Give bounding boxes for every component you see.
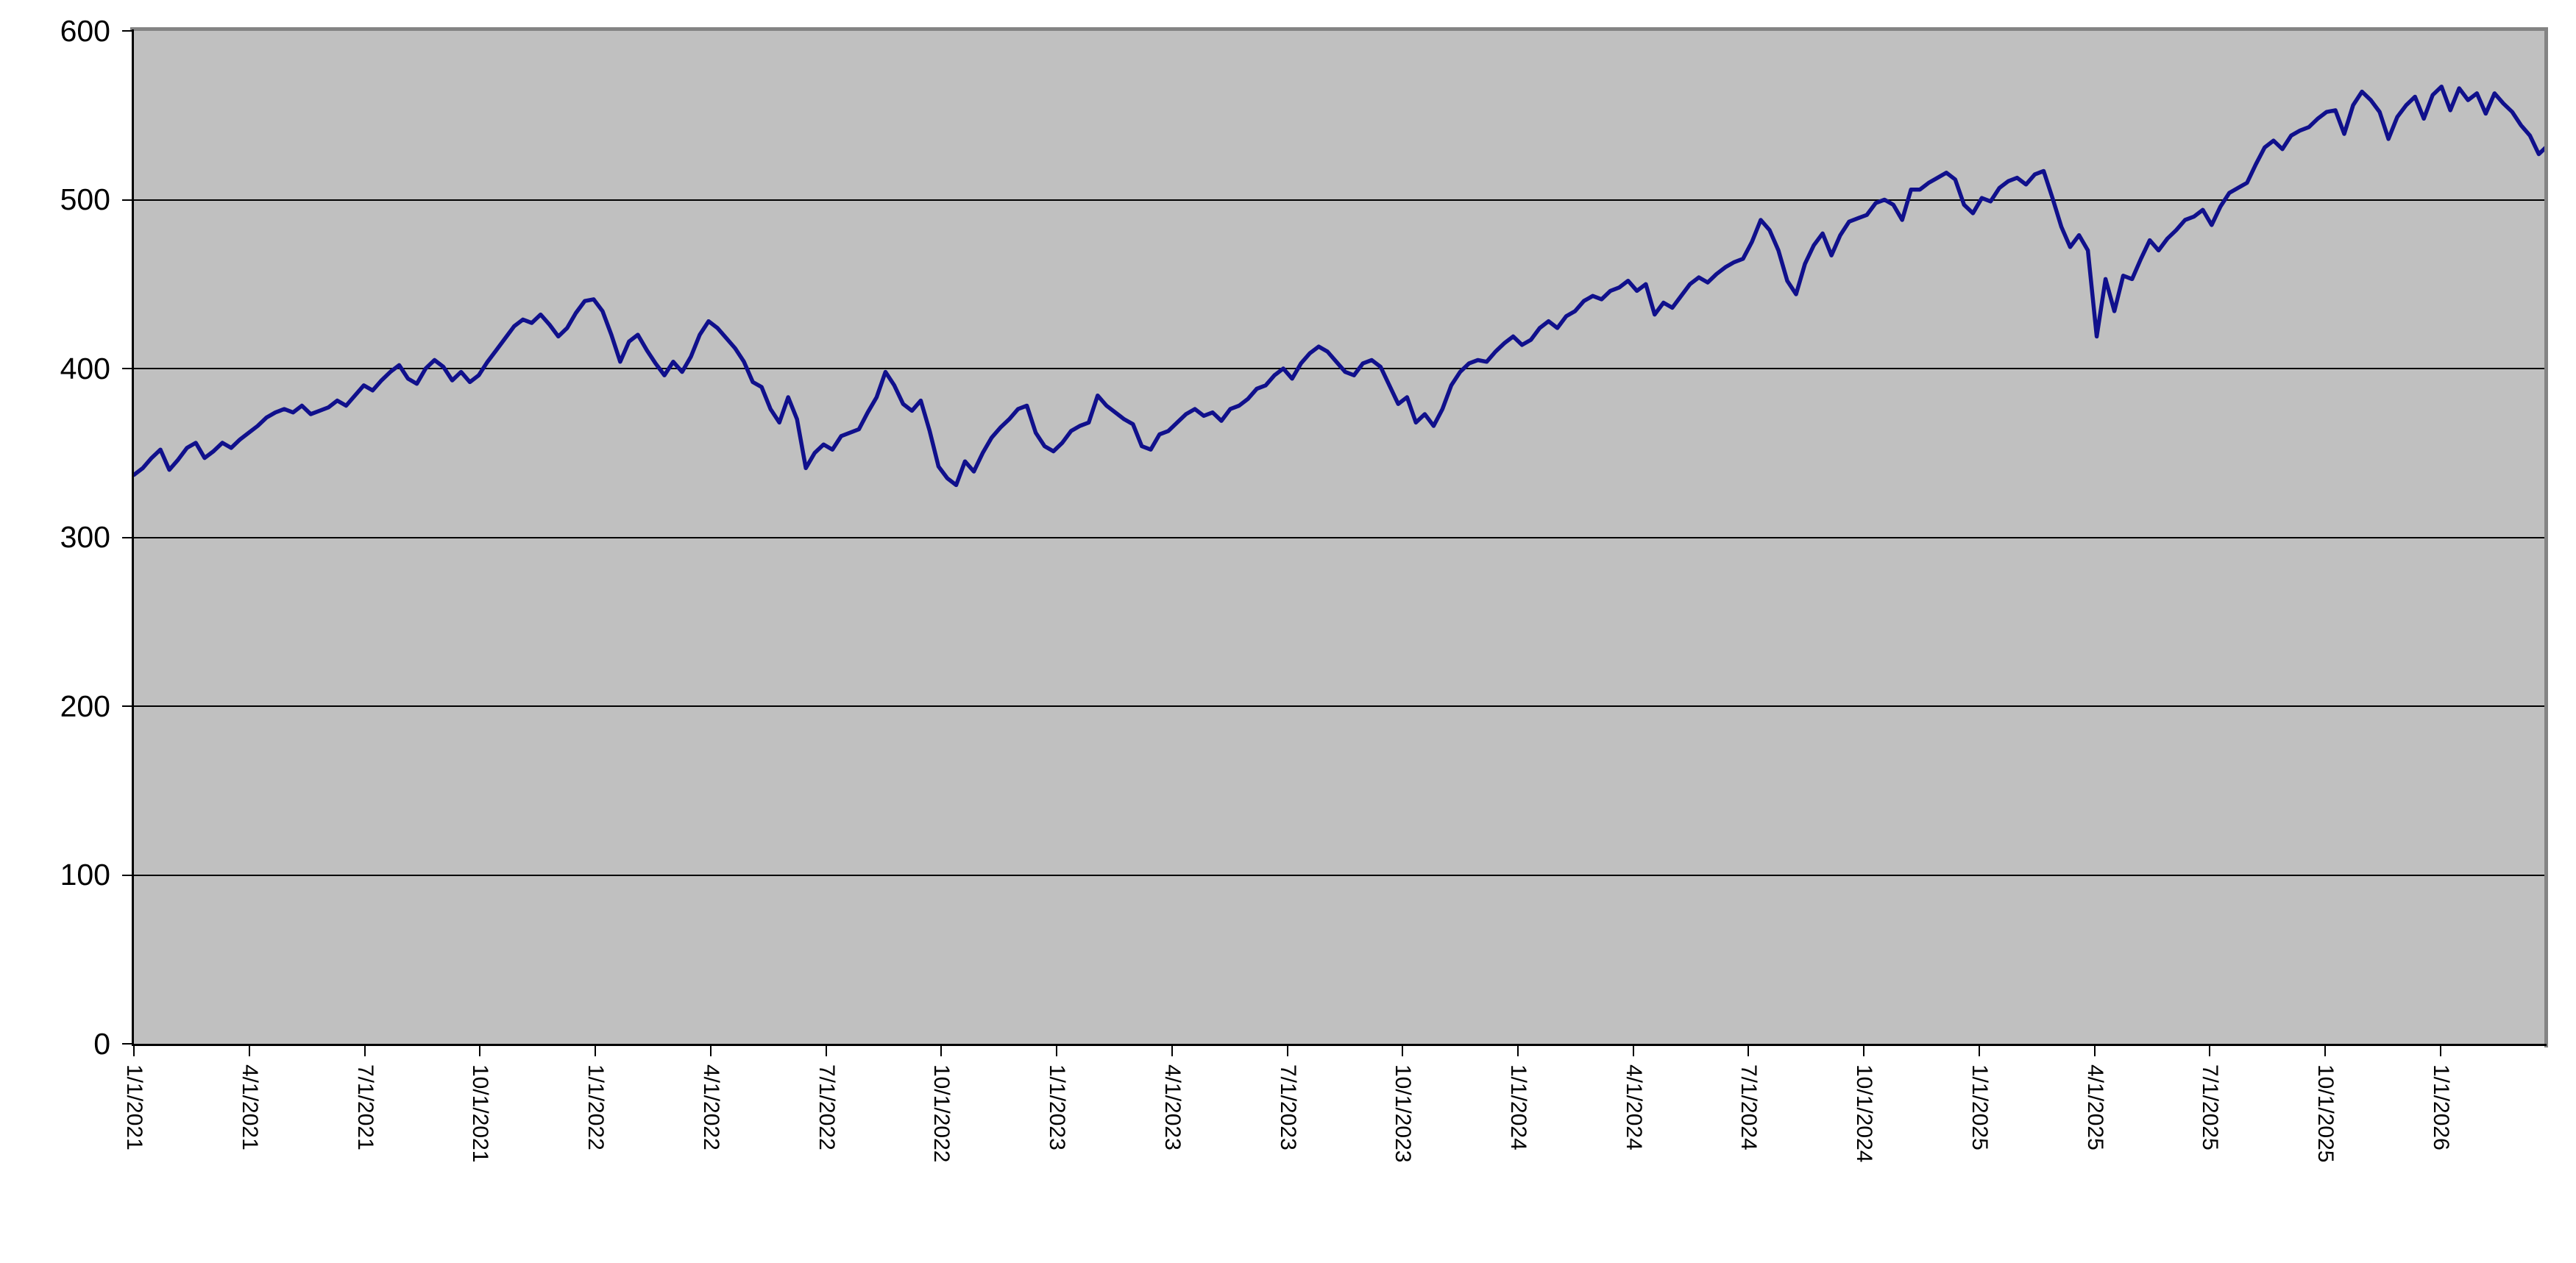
y-axis-label-400: 400 (60, 351, 110, 385)
x-axis-label-7-1-2024: 7/1/2024 (1736, 1064, 1761, 1150)
x-tick-7-1-2022 (825, 1045, 827, 1056)
x-axis-label-1-1-2022: 1/1/2022 (583, 1064, 608, 1150)
plot-border-top (130, 27, 2548, 31)
x-tick-7-1-2023 (1286, 1045, 1288, 1056)
y-tick-500 (122, 199, 134, 201)
x-axis-label-4-1-2023: 4/1/2023 (1160, 1064, 1185, 1150)
gridline-100 (134, 874, 2544, 876)
x-tick-7-1-2021 (363, 1045, 366, 1056)
y-axis-label-100: 100 (60, 858, 110, 892)
x-tick-4-1-2025 (2093, 1045, 2096, 1056)
x-axis-label-1-1-2026: 1/1/2026 (2428, 1064, 2453, 1150)
y-tick-400 (122, 368, 134, 369)
x-tick-4-1-2022 (709, 1045, 712, 1056)
x-tick-7-1-2024 (1748, 1045, 1750, 1056)
y-axis-label-0: 0 (93, 1026, 110, 1061)
x-axis-label-7-1-2023: 7/1/2023 (1275, 1064, 1300, 1150)
x-tick-10-1-2022 (940, 1045, 943, 1056)
gridline-400 (134, 368, 2544, 369)
y-tick-600 (122, 30, 134, 32)
plot-border-right (2544, 27, 2548, 1047)
x-tick-10-1-2021 (479, 1045, 481, 1056)
y-tick-100 (122, 874, 134, 876)
x-axis-label-10-1-2023: 10/1/2023 (1391, 1064, 1416, 1163)
gridline-300 (134, 536, 2544, 538)
x-axis-label-1-1-2024: 1/1/2024 (1506, 1064, 1530, 1150)
x-tick-4-1-2021 (248, 1045, 250, 1056)
y-axis-label-300: 300 (60, 520, 110, 554)
price-line (134, 84, 2544, 488)
x-tick-10-1-2024 (1863, 1045, 1865, 1056)
gridline-500 (134, 199, 2544, 201)
x-tick-1-1-2025 (1978, 1045, 1980, 1056)
x-axis-label-10-1-2021: 10/1/2021 (468, 1064, 493, 1163)
plot-area (134, 31, 2544, 1044)
x-tick-1-1-2023 (1056, 1045, 1057, 1056)
x-axis-label-10-1-2022: 10/1/2022 (929, 1064, 954, 1163)
x-axis-label-1-1-2021: 1/1/2021 (122, 1064, 146, 1150)
x-tick-1-1-2024 (1517, 1045, 1519, 1056)
x-tick-7-1-2025 (2209, 1045, 2211, 1056)
x-tick-1-1-2021 (133, 1045, 135, 1056)
x-tick-1-1-2026 (2439, 1045, 2441, 1056)
x-tick-10-1-2025 (2324, 1045, 2327, 1056)
x-axis-label-7-1-2021: 7/1/2021 (352, 1064, 377, 1150)
x-axis-label-4-1-2025: 4/1/2025 (2082, 1064, 2107, 1150)
y-axis-label-500: 500 (60, 182, 110, 216)
x-axis-label-10-1-2025: 10/1/2025 (2313, 1064, 2338, 1163)
x-axis-label-7-1-2025: 7/1/2025 (2198, 1064, 2223, 1150)
y-tick-0 (122, 1043, 134, 1045)
x-axis-label-4-1-2021: 4/1/2021 (237, 1064, 262, 1150)
x-axis-label-1-1-2023: 1/1/2023 (1045, 1064, 1069, 1150)
x-tick-1-1-2022 (595, 1045, 596, 1056)
y-axis-label-200: 200 (60, 689, 110, 723)
x-tick-4-1-2023 (1171, 1045, 1173, 1056)
gridline-200 (134, 705, 2544, 707)
y-tick-300 (122, 536, 134, 538)
x-tick-4-1-2024 (1632, 1045, 1634, 1056)
x-tick-10-1-2023 (1402, 1045, 1404, 1056)
x-axis-label-7-1-2022: 7/1/2022 (814, 1064, 839, 1150)
x-axis-label-10-1-2024: 10/1/2024 (1852, 1064, 1877, 1163)
x-axis-line (132, 1044, 2547, 1046)
x-axis-label-4-1-2022: 4/1/2022 (698, 1064, 723, 1150)
series-plot (134, 84, 2544, 488)
y-tick-200 (122, 705, 134, 707)
y-axis-label-600: 600 (60, 13, 110, 48)
x-axis-label-1-1-2025: 1/1/2025 (1967, 1064, 1992, 1150)
x-axis-label-4-1-2024: 4/1/2024 (1621, 1064, 1646, 1150)
